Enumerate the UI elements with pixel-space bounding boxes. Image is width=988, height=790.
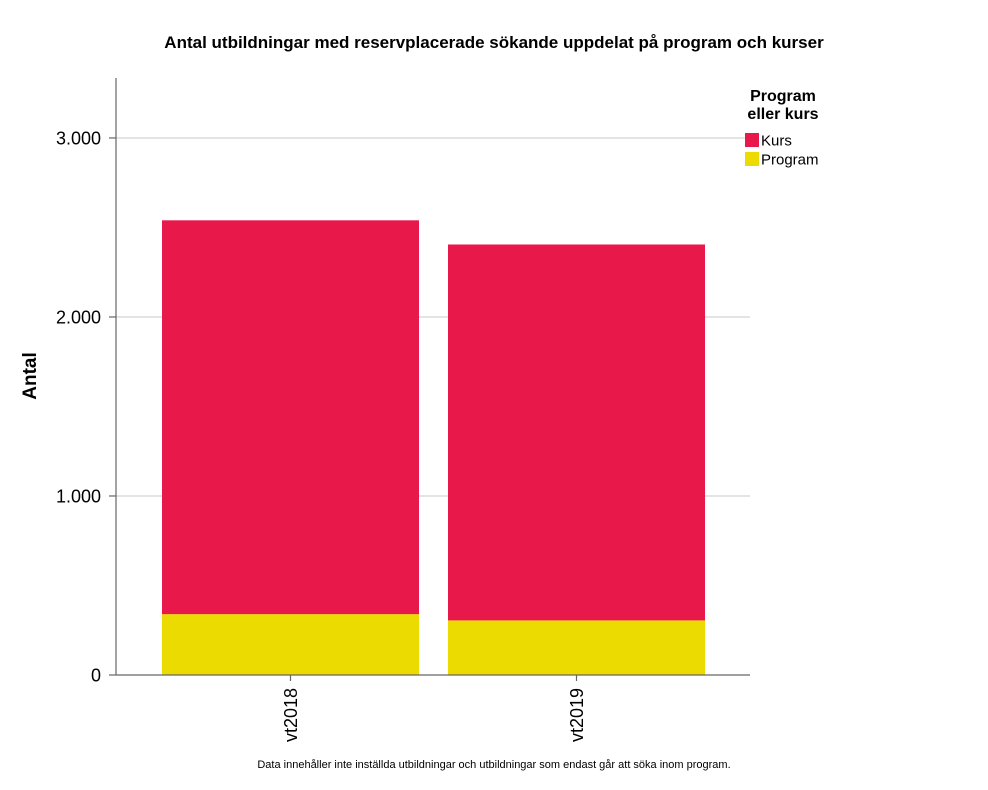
chart-title: Antal utbildningar med reservplacerade s…	[164, 33, 824, 52]
x-tick-label-vt2018: vt2018	[281, 688, 301, 742]
bar-vt2018-kurs	[162, 220, 419, 615]
legend: Program eller kurs Kurs Program	[745, 88, 819, 169]
axes	[115, 78, 750, 676]
legend-swatch-program	[745, 152, 759, 166]
legend-title-line-2: eller kurs	[747, 106, 818, 123]
footnote: Data innehåller inte inställda utbildnin…	[257, 759, 730, 771]
bar-vt2019-kurs	[448, 244, 705, 621]
legend-swatch-kurs	[745, 133, 759, 147]
legend-title-line-1: Program	[750, 88, 816, 105]
y-tick-label-2: 2.000	[56, 307, 101, 327]
legend-label-kurs: Kurs	[761, 133, 792, 150]
y-tick-label-1: 1.000	[56, 486, 101, 506]
y-axis-ticks: 0 1.000 2.000 3.000	[56, 128, 116, 686]
y-axis-label: Antal	[20, 352, 41, 400]
x-tick-label-vt2019: vt2019	[567, 688, 587, 742]
bar-vt2019-program	[448, 620, 705, 675]
bar-vt2018-program	[162, 614, 419, 675]
y-tick-label-0: 0	[91, 666, 101, 686]
legend-label-program: Program	[761, 152, 819, 169]
bars	[162, 220, 705, 675]
y-tick-label-3: 3.000	[56, 128, 101, 148]
x-axis-ticks: vt2018 vt2019	[281, 675, 587, 742]
